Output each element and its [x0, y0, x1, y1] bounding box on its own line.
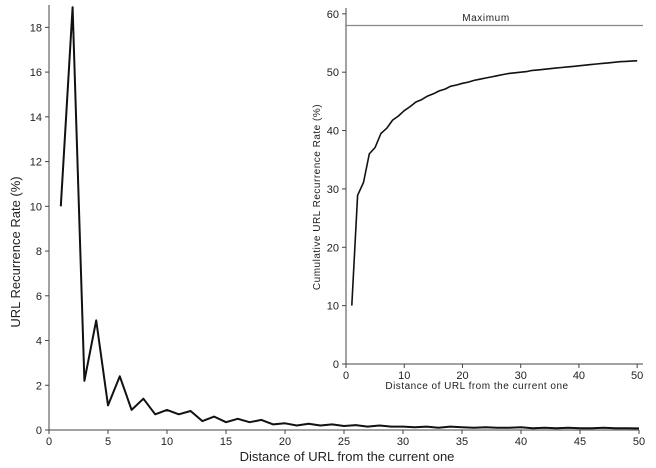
inset-x-tick-label: 10 — [398, 370, 410, 382]
main-y-tick-label: 6 — [36, 291, 42, 303]
main-x-tick-label: 0 — [46, 436, 52, 448]
main-y-tick-label: 10 — [30, 201, 42, 213]
inset-y-tick-label: 20 — [327, 242, 339, 254]
main-series-line — [59, 6, 640, 430]
inset-y-axis-title: Cumulative URL Recurrence Rate (%) — [312, 104, 323, 290]
main-y-tick-label: 2 — [36, 380, 42, 392]
inset-x-tick-label: 50 — [631, 370, 643, 382]
inset-background — [313, 2, 656, 394]
main-y-axis-title: URL Recurrence Rate (%) — [8, 176, 23, 327]
main-x-tick-label: 40 — [515, 436, 527, 448]
main-x-tick-label: 5 — [105, 436, 111, 448]
main-y-tick-label: 14 — [30, 112, 42, 124]
inset-chart: 0 10 20 30 40 50 0 10 20 30 40 50 60 — [313, 2, 656, 394]
maximum-annotation: Maximum — [462, 13, 510, 24]
main-x-tick-label: 15 — [220, 436, 232, 448]
main-y-tick-label: 16 — [30, 67, 42, 79]
main-x-tick-label: 10 — [161, 436, 173, 448]
main-x-axis-title: Distance of URL from the current one — [240, 449, 455, 464]
inset-y-tick-label: 10 — [327, 301, 339, 313]
inset-x-tick-label: 40 — [573, 370, 585, 382]
main-y-tick-label: 18 — [30, 22, 42, 34]
inset-x-axis-title: Distance of URL from the current one — [385, 381, 568, 392]
inset-x-tick-label: 30 — [515, 370, 527, 382]
inset-x-tick-label: 0 — [343, 370, 349, 382]
inset-y-tick-label: 30 — [327, 184, 339, 196]
inset-y-tick-label: 60 — [327, 9, 339, 21]
main-y-tick-label: 12 — [30, 157, 42, 169]
main-x-tick-label: 30 — [397, 436, 409, 448]
inset-y-tick-label: 40 — [327, 126, 339, 138]
main-y-tick-label: 8 — [36, 246, 42, 258]
main-x-tick-label: 50 — [633, 436, 645, 448]
inset-y-tick-label: 50 — [327, 67, 339, 79]
main-x-tick-label: 45 — [574, 436, 586, 448]
main-y-tick-label: 4 — [36, 336, 42, 348]
main-x-tick-label: 25 — [338, 436, 350, 448]
inset-series-line — [351, 60, 638, 306]
main-x-tick-label: 35 — [456, 436, 468, 448]
inset-x-tick-label: 20 — [456, 370, 468, 382]
main-y-tick-label: 0 — [36, 425, 42, 437]
inset-y-tick-label: 0 — [333, 359, 339, 371]
main-chart: 0 5 10 15 20 25 30 35 40 45 50 0 2 4 6 8 10 12 14 16 18 — [30, 5, 645, 448]
main-x-tick-label: 20 — [279, 436, 291, 448]
